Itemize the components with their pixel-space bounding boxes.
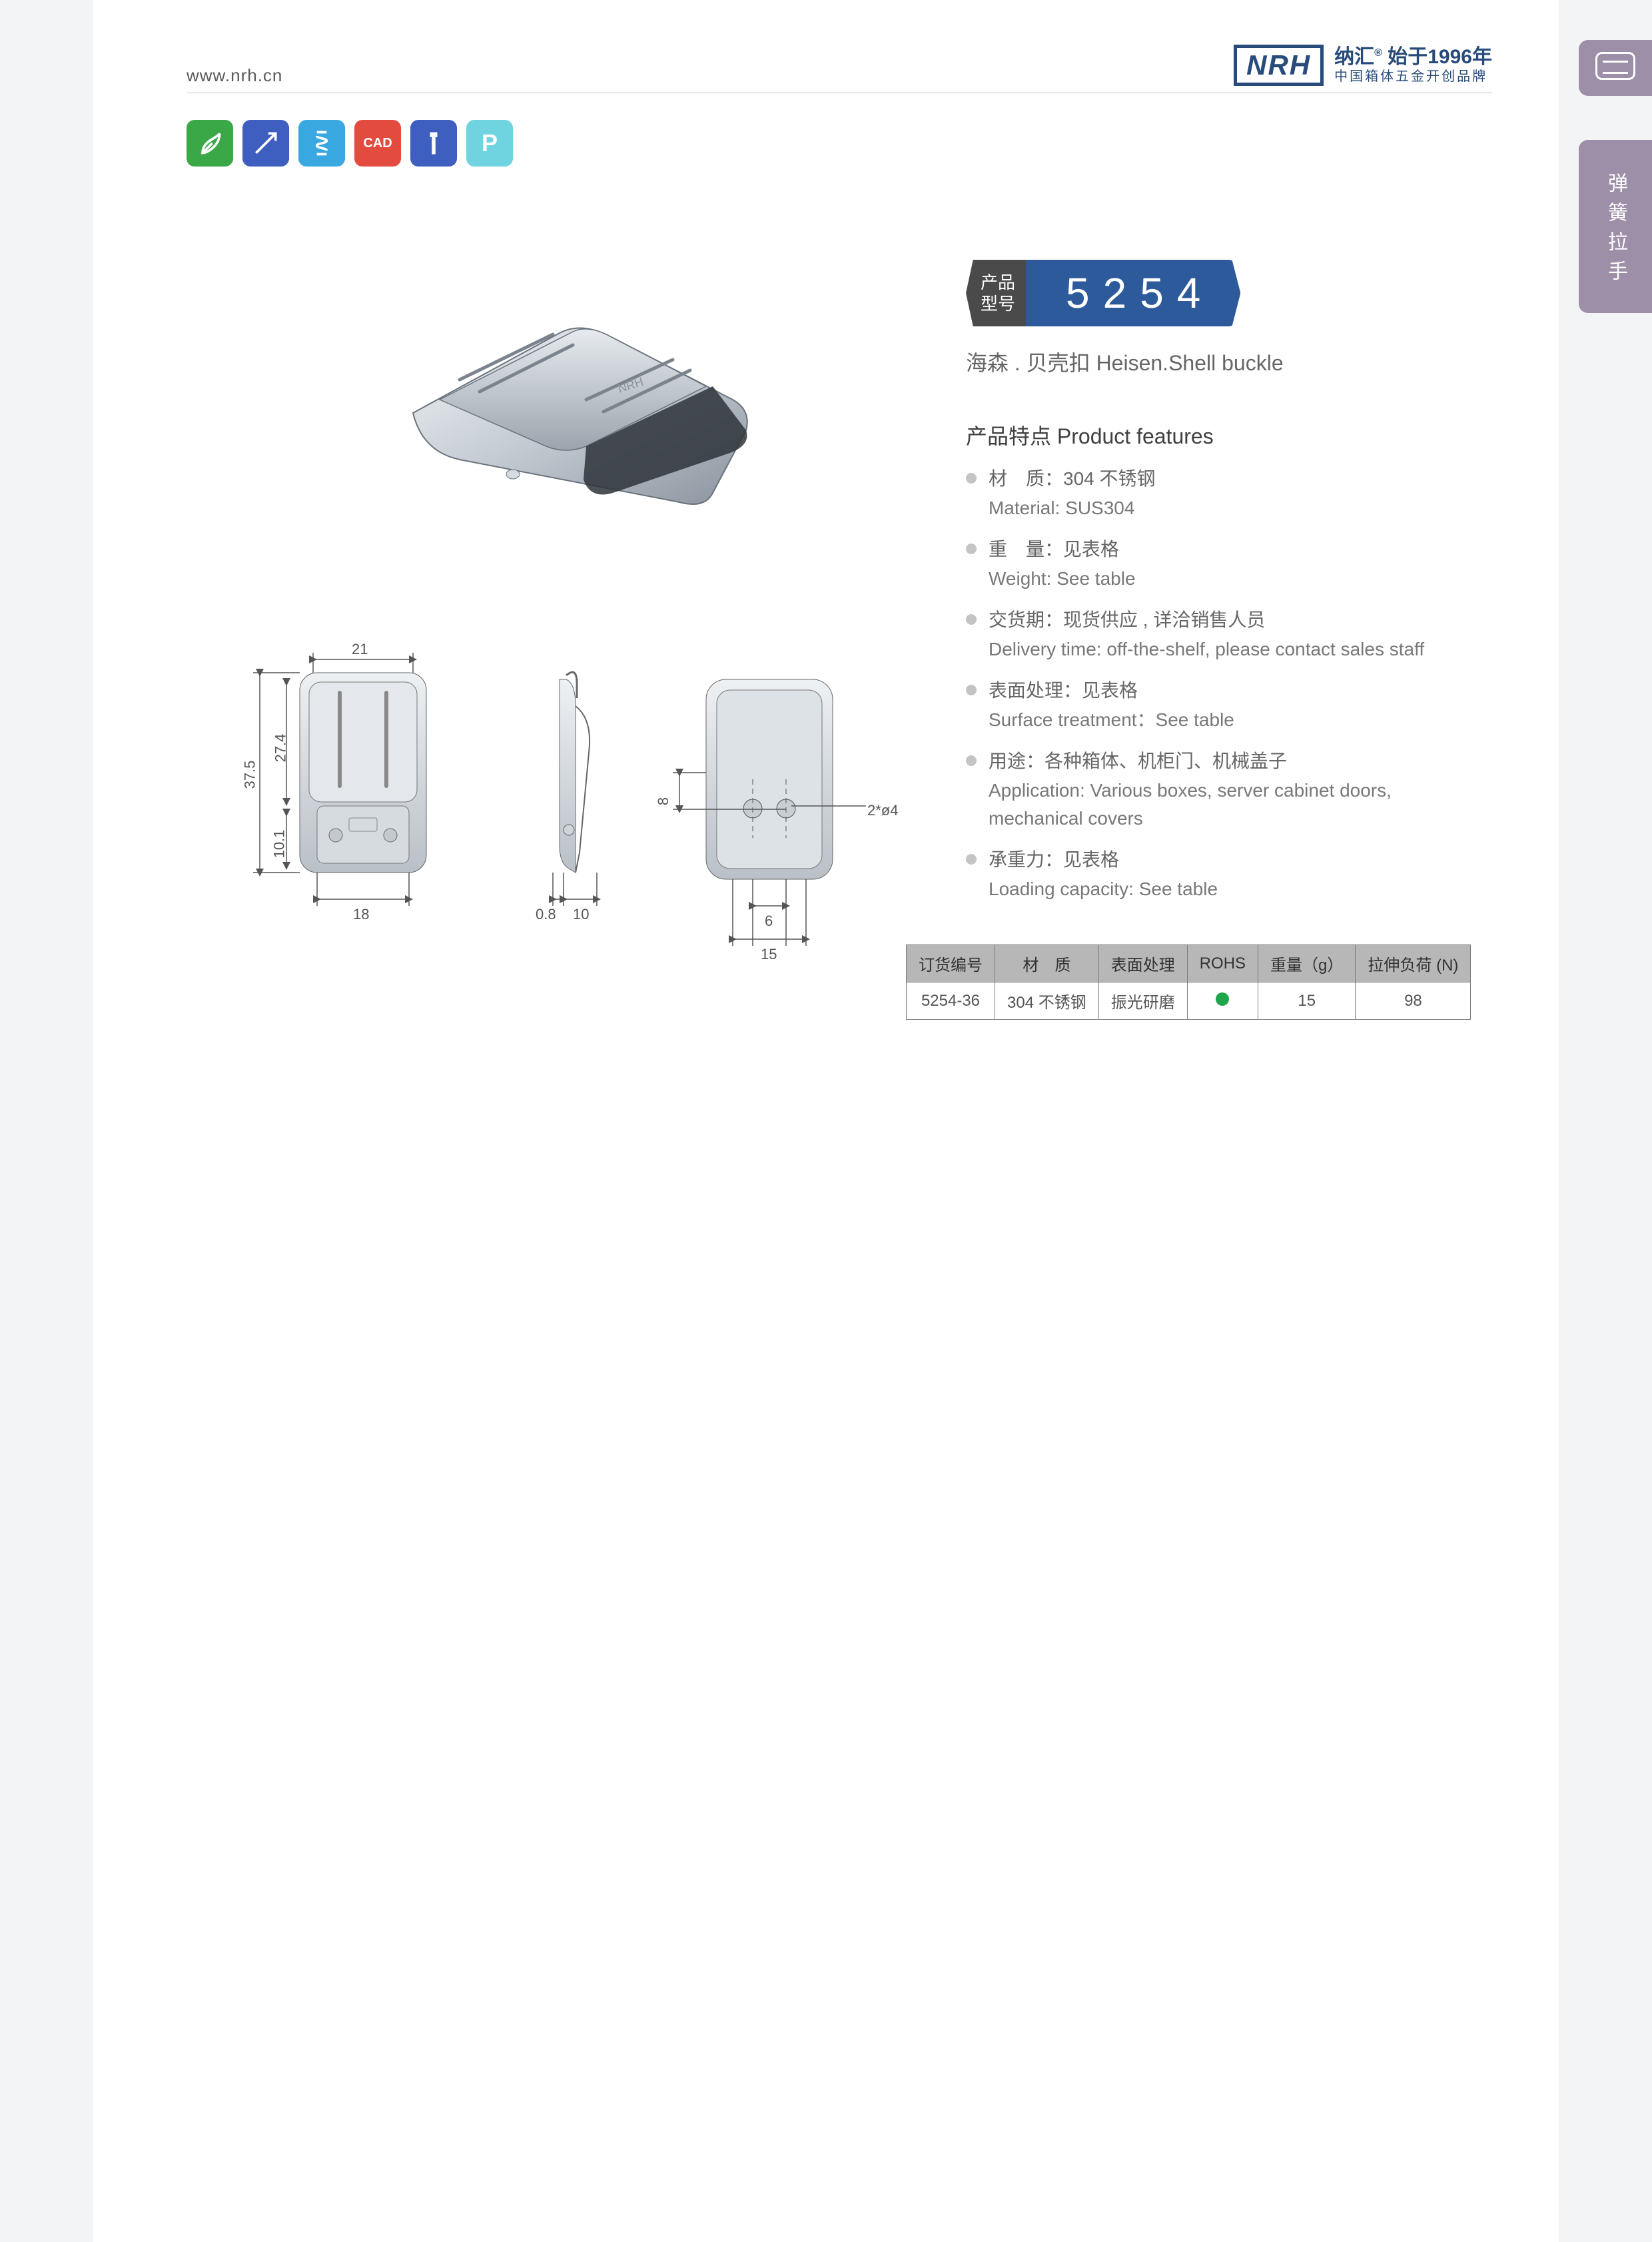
product-features: 产品特点 Product features 材 质：304 不锈钢Materia… bbox=[966, 420, 1485, 917]
dim-hole-phi: 2*ø4 bbox=[867, 802, 898, 819]
dim-hole-gap: 6 bbox=[765, 913, 773, 930]
dim-inner-height: 27.4 bbox=[272, 734, 289, 763]
eco-icon bbox=[187, 120, 233, 167]
spring-icon bbox=[298, 120, 345, 167]
dim-screw-vspace: 8 bbox=[655, 797, 672, 805]
feature-text-cn: 表面处理：见表格 bbox=[989, 677, 1485, 705]
table-cell: 振光研磨 bbox=[1098, 982, 1187, 1020]
logo-block: NRH 纳汇® 始于1996年 中国箱体五金开创品牌 bbox=[1234, 45, 1492, 86]
dim-top-width: 21 bbox=[352, 641, 368, 658]
brand-tagline: 中国箱体五金开创品牌 bbox=[1334, 69, 1492, 85]
feature-text-en: Material: SUS304 bbox=[989, 494, 1485, 522]
page: www.nrh.cn NRH 纳汇® 始于1996年 中国箱体五金开创品牌 CA… bbox=[93, 0, 1559, 2242]
logo-text: 纳汇® 始于1996年 中国箱体五金开创品牌 bbox=[1334, 46, 1492, 85]
model-label-top: 产品 bbox=[981, 272, 1015, 294]
p-icon: P bbox=[466, 120, 513, 167]
feature-item: 重 量：见表格Weight: See table bbox=[966, 536, 1485, 593]
table-header-cell: 表面处理 bbox=[1098, 945, 1187, 982]
dim-outer-height: 37.5 bbox=[241, 761, 258, 789]
cad-icon: CAD bbox=[354, 120, 401, 167]
side-tab-icon-badge bbox=[1579, 40, 1652, 96]
feature-item: 承重力：见表格Loading capacity: See table bbox=[966, 846, 1485, 903]
dim-hole-pitch: 15 bbox=[761, 946, 777, 963]
engineering-drawings bbox=[193, 633, 913, 979]
feature-text-en: Surface treatment：See table bbox=[989, 706, 1485, 734]
brand-since: 始于1996年 bbox=[1388, 46, 1492, 68]
header: www.nrh.cn NRH 纳汇® 始于1996年 中国箱体五金开创品牌 bbox=[187, 40, 1492, 93]
table-header-cell: ROHS bbox=[1187, 945, 1258, 982]
tools-icon bbox=[242, 120, 289, 167]
model-label-bot: 型号 bbox=[981, 293, 1015, 315]
table-header-cell: 订货编号 bbox=[907, 945, 995, 982]
feature-text-cn: 材 质：304 不锈钢 bbox=[989, 465, 1485, 493]
table-cell: 15 bbox=[1258, 982, 1356, 1020]
model-number: 5254 bbox=[1026, 260, 1240, 326]
product-subtitle: 海森 . 贝壳扣 Heisen.Shell buckle bbox=[966, 346, 1284, 377]
table-cell: 5254-36 bbox=[907, 982, 995, 1020]
feature-item: 表面处理：见表格Surface treatment：See table bbox=[966, 677, 1485, 734]
feature-badge-row: CAD P bbox=[187, 120, 513, 167]
product-image: NRH bbox=[346, 253, 786, 546]
model-badge: 产品 型号 5254 bbox=[966, 260, 1240, 326]
feature-text-en: Weight: See table bbox=[989, 565, 1485, 593]
table-header-cell: 材 质 bbox=[995, 945, 1099, 982]
bolt-icon bbox=[410, 120, 457, 167]
model-label: 产品 型号 bbox=[966, 260, 1026, 326]
dim-lower-height: 10.1 bbox=[270, 830, 288, 859]
feature-text-cn: 用途：各种箱体、机柜门、机械盖子 bbox=[989, 747, 1485, 775]
feature-text-en: Delivery time: off-the-shelf, please con… bbox=[989, 635, 1485, 663]
dim-bottom-width: 18 bbox=[353, 906, 369, 923]
feature-item: 用途：各种箱体、机柜门、机械盖子Application: Various box… bbox=[966, 747, 1485, 833]
table-row: 5254-36304 不锈钢振光研磨 1598 bbox=[907, 982, 1471, 1020]
dim-side-thickness: 0.8 bbox=[536, 906, 556, 923]
features-title: 产品特点 Product features bbox=[966, 420, 1485, 450]
feature-text-cn: 交货期：现货供应 , 详洽销售人员 bbox=[989, 606, 1485, 634]
table-cell: 304 不锈钢 bbox=[995, 982, 1099, 1020]
features-list: 材 质：304 不锈钢Material: SUS304 重 量：见表格Weight… bbox=[966, 465, 1485, 903]
feature-text-cn: 重 量：见表格 bbox=[989, 536, 1485, 563]
rohs-dot-icon bbox=[1216, 992, 1229, 1006]
feature-text-cn: 承重力：见表格 bbox=[989, 846, 1485, 874]
registered-mark: ® bbox=[1374, 47, 1382, 59]
feature-text-en: Application: Various boxes, server cabin… bbox=[989, 777, 1485, 833]
table-header-cell: 拉伸负荷 (N) bbox=[1356, 945, 1471, 982]
brand-name-cn: 纳汇 bbox=[1334, 46, 1374, 68]
latch-icon bbox=[1595, 52, 1635, 80]
feature-text-en: Loading capacity: See table bbox=[989, 875, 1485, 903]
side-category-label: 弹簧拉手 bbox=[1579, 140, 1652, 313]
table-cell: 98 bbox=[1356, 982, 1471, 1020]
nrh-logo-mark: NRH bbox=[1234, 45, 1324, 86]
feature-item: 材 质：304 不锈钢Material: SUS304 bbox=[966, 465, 1485, 522]
dim-side-width: 10 bbox=[573, 906, 589, 923]
table-header-cell: 重量（g） bbox=[1258, 945, 1356, 982]
site-url: www.nrh.cn bbox=[187, 65, 282, 86]
table-header-row: 订货编号材 质表面处理ROHS重量（g）拉伸负荷 (N) bbox=[907, 945, 1471, 982]
table-cell bbox=[1187, 982, 1258, 1020]
spec-table: 订货编号材 质表面处理ROHS重量（g）拉伸负荷 (N) 5254-36304 … bbox=[906, 944, 1471, 1020]
feature-item: 交货期：现货供应 , 详洽销售人员Delivery time: off-the-… bbox=[966, 606, 1485, 663]
